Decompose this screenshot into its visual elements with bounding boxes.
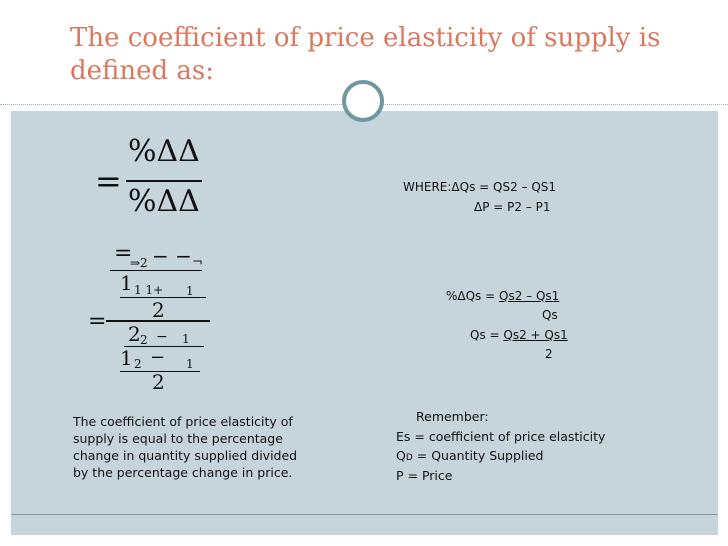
- formula2-row4-minus: −: [150, 347, 166, 368]
- formula2-row3-main: 2: [128, 322, 141, 346]
- formula2-main-fraction-bar: [106, 320, 210, 322]
- formula2-row3-rule: [124, 346, 204, 347]
- formula1-numerator: %ΔΔ: [128, 134, 200, 169]
- where-line-1: WHERE:ΔQs = QS2 – QS1: [403, 180, 557, 194]
- qs-formula: Qs = Qs2 + Qs1: [470, 327, 568, 344]
- remember-qd-sub: D: [405, 453, 413, 463]
- formula2-top-corner: ¬: [192, 255, 203, 270]
- formula2-top-rule: [110, 270, 202, 271]
- pct-change-numerator: Qs2 – Qs1: [499, 289, 560, 303]
- formula2-row5: 2: [152, 370, 165, 394]
- formula2-row1-sub: 1 1+: [134, 283, 164, 297]
- description-text: The coefficient of price elasticity of s…: [73, 414, 298, 480]
- formula2-row4-main: 1: [120, 346, 133, 370]
- formula2-row4-sub: 2: [134, 357, 142, 371]
- formula2-row4-rule: [120, 371, 200, 372]
- formula2-top-sub: ⇒2: [130, 256, 148, 270]
- formula1-equals: =: [95, 162, 122, 200]
- formula2-top-equals: =: [114, 241, 133, 266]
- formula2-row1-rule: [120, 297, 206, 298]
- remember-heading: Remember:: [416, 409, 489, 424]
- footer-divider: [11, 514, 718, 515]
- formula2-equals: =: [88, 309, 107, 334]
- circle-bullet-icon: [342, 80, 384, 122]
- pct-change-denominator: Qs: [542, 308, 558, 322]
- formula2-row2: 2: [152, 298, 165, 322]
- formula2-row4-right: 1: [186, 357, 194, 371]
- where-line-2: ΔP = P2 – P1: [474, 200, 551, 214]
- qs-numerator: Qs2 + Qs1: [503, 328, 568, 342]
- pct-change-label: %ΔQs =: [446, 289, 499, 303]
- formula2-row3-sub: 2: [140, 333, 148, 347]
- remember-qd-rest: = Quantity Supplied: [412, 448, 544, 463]
- remember-qd: QD = Quantity Supplied: [396, 447, 544, 467]
- pct-change-formula: %ΔQs = Qs2 – Qs1: [446, 288, 559, 305]
- formula1-fraction-bar: [126, 180, 202, 182]
- qs-denominator: 2: [545, 347, 553, 361]
- remember-qd-q: Q: [396, 448, 406, 463]
- slide-title: The coefficient of price elasticity of s…: [70, 23, 661, 86]
- formula2-top-dashes: − −: [152, 244, 192, 268]
- formula2-row1-right: 1: [186, 284, 194, 298]
- formula2-row1-main: 1: [120, 271, 133, 295]
- remember-es: Es = coefficient of price elasticity: [396, 429, 606, 444]
- formula2-row3-right: 1: [182, 332, 190, 346]
- remember-p: P = Price: [396, 468, 453, 483]
- formula1-denominator: %ΔΔ: [128, 184, 200, 219]
- qs-label: Qs =: [470, 328, 504, 342]
- formula2-row3-minus: −: [156, 329, 168, 345]
